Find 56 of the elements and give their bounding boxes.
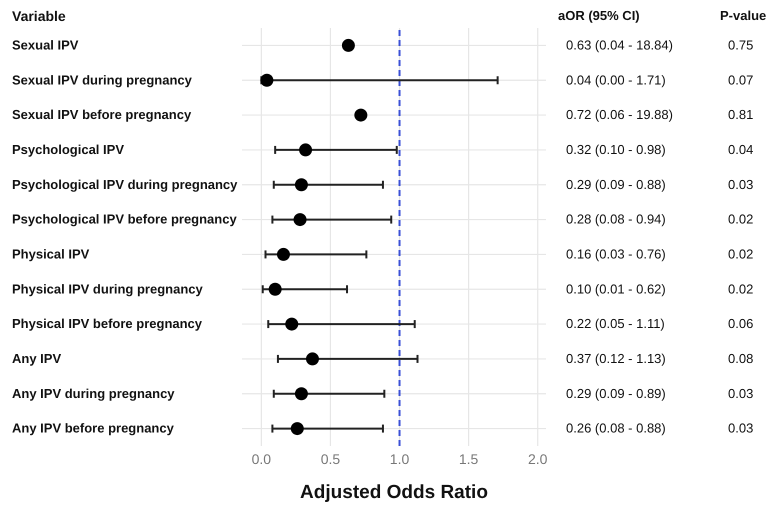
text: 0.03 [728, 420, 754, 436]
y-tick-label: Physical IPV [12, 246, 90, 262]
x-tick-label: 0.5 [320, 450, 340, 467]
text: P-value [720, 8, 766, 23]
y-tick-label: Psychological IPV during pregnancy [12, 176, 238, 192]
text: 0.02 [728, 281, 754, 296]
point [285, 318, 298, 331]
y-tick-label: Psychological IPV [12, 142, 124, 157]
text: 0.03 [728, 176, 754, 192]
text: 0.06 [728, 316, 754, 332]
text: 0.07 [728, 72, 754, 88]
y-axis-title: Variable [12, 8, 66, 24]
text: aOR (95% CI) [558, 8, 640, 23]
text: 0.08 [728, 350, 754, 366]
y-tick-label: Psychological IPV before pregnancy [12, 212, 238, 227]
point [294, 387, 308, 400]
point [268, 282, 282, 296]
point [276, 248, 290, 261]
text: 0.03 [728, 386, 754, 401]
text: 0.32 (0.10 - 0.98) [566, 142, 666, 157]
text: 0.63 (0.04 - 18.84) [566, 37, 673, 52]
y-tick-label: Any IPV [12, 350, 62, 366]
y-tick-label: Any IPV before pregnancy [12, 420, 175, 436]
text: 0.72 (0.06 - 19.88) [566, 107, 673, 122]
y-tick-label: Physical IPV during pregnancy [12, 281, 204, 296]
y-tick-label: Physical IPV before pregnancy [12, 316, 203, 332]
point [294, 178, 308, 192]
text: 0.75 [728, 37, 754, 52]
text: 0.81 [728, 107, 754, 122]
y-tick-label: Sexual IPV before pregnancy [12, 107, 192, 122]
text: 0.29 (0.09 - 0.88) [566, 176, 666, 192]
text: 0.02 [728, 246, 754, 262]
text: 0.04 (0.00 - 1.71) [566, 72, 666, 88]
text: 0.10 (0.01 - 0.62) [566, 281, 666, 296]
x-tick-label: 1.0 [390, 450, 410, 467]
x-axis-title: Adjusted Odds Ratio [300, 482, 488, 503]
text: 0.02 [728, 212, 754, 227]
text: 0.28 (0.08 - 0.94) [566, 212, 666, 227]
point [306, 352, 319, 366]
point [294, 213, 307, 226]
x-tick-label: 0.0 [252, 450, 272, 467]
y-tick-label: Sexual IPV during pregnancy [12, 72, 193, 88]
x-tick-label: 1.5 [458, 450, 479, 467]
text: 0.37 (0.12 - 1.13) [566, 350, 666, 366]
y-tick-label: Any IPV during pregnancy [12, 386, 176, 401]
point [290, 422, 304, 436]
text: 0.26 (0.08 - 0.88) [566, 420, 666, 436]
x-tick-label: 2.0 [528, 450, 548, 467]
text: 0.29 (0.09 - 0.89) [566, 386, 666, 401]
text: 0.22 (0.05 - 1.11) [566, 316, 665, 332]
point [299, 143, 312, 156]
text: 0.16 (0.03 - 0.76) [566, 246, 666, 262]
y-tick-label: Sexual IPV [12, 37, 79, 52]
text: 0.04 [728, 142, 754, 157]
point [354, 108, 368, 122]
point [342, 38, 355, 52]
